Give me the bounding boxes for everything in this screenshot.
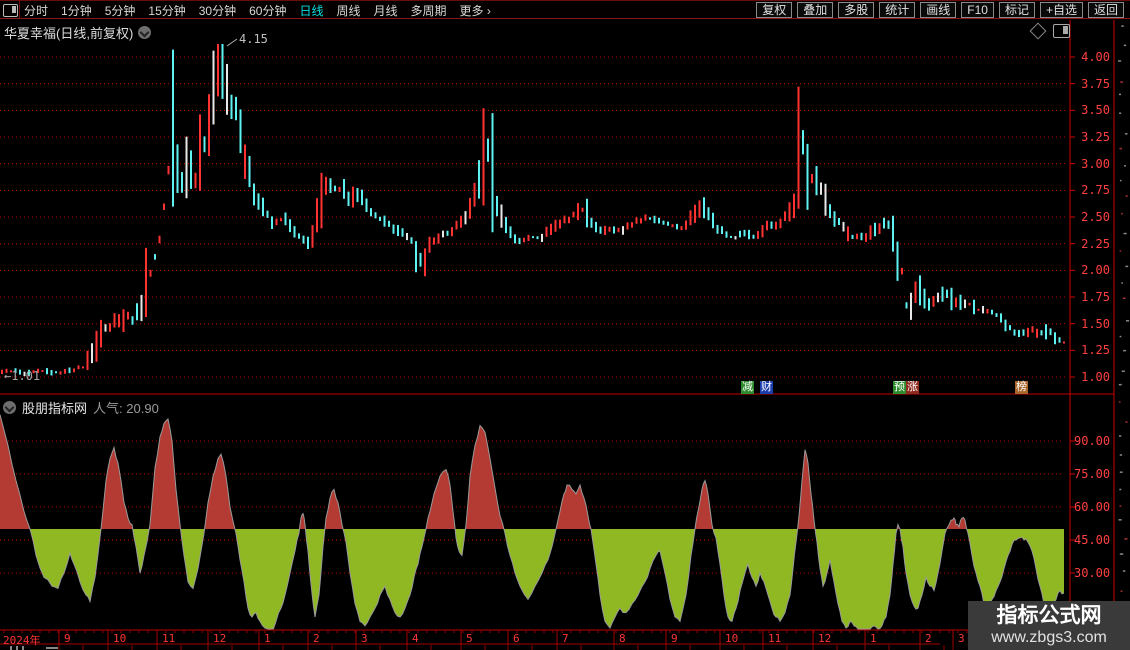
price-axis-label: 1.00 [1081,370,1110,385]
x-axis-label: 2024年 [3,634,41,647]
indicator-axis-label: 90.00 [1074,434,1111,448]
x-axis-label: 3 [361,632,368,645]
low-price-annotation: ←1.01 [4,369,41,383]
chart-corner-icons [1029,22,1070,40]
x-axis-label: 2 [313,632,320,645]
toolbar-button-9[interactable]: 返回 [1087,2,1124,18]
x-axis-label: 1 [264,632,271,645]
x-axis-label: 10 [725,632,739,645]
period-menu-item-5[interactable]: 30分钟 [198,3,237,18]
toolbar-buttons: 复权 叠加 多股 统计 画线 F10 标记 +自选 返回 [756,2,1124,18]
statusbar-fragment [16,646,18,650]
period-menu-item-10[interactable]: 多周期 [410,3,447,18]
x-axis-label: 7 [562,632,569,645]
price-axis-label: 4.00 [1081,50,1110,64]
toolbar-button-4[interactable]: 统计 [879,2,916,18]
price-axis-label: 2.00 [1081,263,1110,278]
event-badge[interactable]: 财 [760,381,773,394]
toolbar-button-3[interactable]: 多股 [838,2,875,18]
event-badge[interactable]: 榜 [1015,381,1028,394]
x-axis-label: 8 [619,632,626,645]
toolbar-divider [19,1,20,19]
indicator-header: 股朋指标网 人气: 20.90 [3,398,159,417]
x-axis-label: 12 [818,632,832,645]
chart-shape [14,44,1061,377]
peak-price-annotation: 4.15 [239,32,268,46]
price-axis-label: 2.25 [1081,236,1110,251]
period-menu-item-11[interactable]: 更多 › [459,3,491,18]
diamond-icon[interactable] [1029,22,1047,40]
toolbar-button-6[interactable]: F10 [961,2,994,18]
indicator-value: 人气: 20.90 [93,401,159,416]
period-menu-item-3[interactable]: 5分钟 [104,3,136,18]
chart-shape [1,44,1065,375]
x-axis-label: 9 [671,632,678,645]
pane-layout-icon[interactable] [1053,24,1070,38]
indicator-axis-label: 45.00 [1074,533,1111,547]
x-axis-label: 11 [162,632,176,645]
indicator-chevron-down-icon[interactable] [3,401,16,414]
toolbar-button-7[interactable]: 标记 [998,2,1035,18]
x-axis-label: 2 [925,632,932,645]
x-axis-label: 5 [466,632,473,645]
statusbar-fragment [46,647,58,649]
price-axis-label: 3.25 [1081,130,1110,144]
period-menu-item-9[interactable]: 月线 [373,3,398,18]
chart-shape [0,529,1064,629]
indicator-axis-label: 75.00 [1074,467,1111,481]
price-axis-label: 1.75 [1081,290,1110,305]
x-axis-label: 6 [513,632,520,645]
period-menu-item-8[interactable]: 周线 [336,3,361,18]
price-axis-label: 3.75 [1081,76,1110,91]
period-menu-item-6[interactable]: 60分钟 [249,3,287,18]
x-axis-label: 4 [412,632,419,645]
price-axis-label: 1.25 [1081,343,1110,358]
watermark-url: www.zbgs3.com [991,629,1107,646]
indicator-source: 股朋指标网 [22,401,88,416]
toolbar-button-5[interactable]: 画线 [920,2,957,18]
event-badge[interactable]: 预 [893,381,906,394]
indicator-axis-label: 60.00 [1074,500,1111,514]
toolbar-button-8[interactable]: +自选 [1039,2,1083,18]
price-axis-label: 2.75 [1081,183,1110,198]
watermark: 指标公式网 www.zbgs3.com [968,601,1130,650]
toolbar-button-1[interactable]: 复权 [756,2,793,18]
chart-title-bar: 华夏幸福(日线,前复权) [4,23,152,42]
chevron-down-icon[interactable] [138,26,152,39]
x-axis-label: 9 [64,632,71,645]
event-badge[interactable]: 减 [741,381,754,394]
price-axis-label: 2.50 [1081,210,1110,225]
chart-shape [0,414,1064,529]
x-axis-label: 3 [958,632,965,645]
price-axis-label: 3.00 [1081,156,1110,171]
x-axis-label: 12 [213,632,227,645]
price-axis-label: 1.50 [1081,316,1110,331]
price-axis-label: 3.50 [1081,103,1110,118]
chart-shape [23,50,984,377]
period-menu-item-2[interactable]: 1分钟 [61,3,92,18]
toolbar-button-2[interactable]: 叠加 [797,2,834,18]
top-toolbar: 分时 1分钟 5分钟 15分钟 30分钟 60分钟 日线 周线 月线 多周期 更多 › 复权 叠加 多股… [0,0,1130,19]
window-split-icon[interactable] [3,4,18,17]
chart-shape [0,414,1065,630]
period-menu-item-7[interactable]: 日线 [299,3,324,18]
x-axis-label: 1 [870,632,877,645]
indicator-axis-label: 30.00 [1074,566,1111,580]
period-menu: 分时 1分钟 5分钟 15分钟 30分钟 60分钟 日线 周线 月线 多周期 更多 › [24,1,491,19]
period-menu-item-1[interactable]: 分时 [24,3,49,18]
chart-title: 华夏幸福(日线,前复权) [4,26,134,41]
period-menu-item-4[interactable]: 15分钟 [148,3,186,18]
grid-line [226,38,238,47]
x-axis-label: 11 [768,632,782,645]
statusbar-fragment [10,646,12,650]
event-badge[interactable]: 涨 [906,381,919,394]
watermark-title: 指标公式网 [996,604,1102,627]
x-axis-label: 10 [113,632,127,645]
statusbar-fragment [22,646,24,650]
